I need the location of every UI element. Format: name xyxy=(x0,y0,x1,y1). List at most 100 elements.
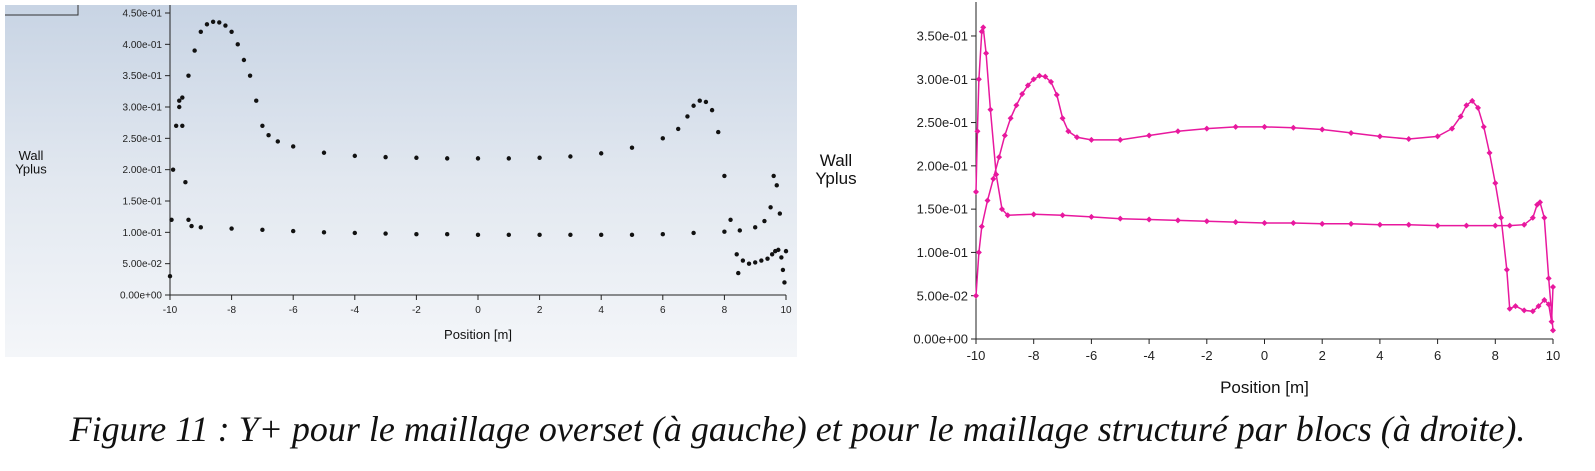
data-point xyxy=(1019,90,1026,97)
data-point xyxy=(186,217,191,222)
x-tick-label: -6 xyxy=(1086,348,1098,363)
data-point xyxy=(973,188,979,195)
data-point xyxy=(266,133,271,138)
y-tick-label: 4.00e-01 xyxy=(123,40,163,51)
y-tick-label: 4.50e-01 xyxy=(123,9,163,20)
x-tick-label: -6 xyxy=(289,305,298,316)
data-point xyxy=(1469,97,1476,104)
data-point xyxy=(983,50,990,57)
data-point xyxy=(170,167,176,172)
data-point xyxy=(599,151,604,156)
y-axis-label: Wall Yplus xyxy=(15,148,47,177)
data-point xyxy=(1290,219,1297,226)
data-point xyxy=(1550,284,1556,291)
data-point xyxy=(1036,72,1043,79)
data-point xyxy=(975,249,982,256)
y-tick-label: 3.50e-01 xyxy=(123,71,163,82)
data-point xyxy=(1319,220,1326,227)
data-point xyxy=(987,106,994,113)
data-point xyxy=(1486,149,1493,156)
data-point xyxy=(1535,303,1542,310)
data-point xyxy=(169,217,174,222)
x-tick-label: -4 xyxy=(350,305,359,316)
y-tick-label: 5.00e-02 xyxy=(123,259,163,270)
data-point xyxy=(1503,266,1510,273)
y-tick-label: 0.00e+00 xyxy=(913,332,968,347)
data-point xyxy=(275,139,280,144)
data-point xyxy=(383,154,388,160)
data-point xyxy=(260,227,265,233)
data-point xyxy=(783,248,789,254)
data-point xyxy=(993,171,1000,178)
y-axis-label: Wall Yplus xyxy=(815,151,856,188)
data-point xyxy=(180,95,185,100)
data-point xyxy=(978,28,985,35)
data-point xyxy=(1030,211,1037,218)
x-tick-label: -2 xyxy=(1201,348,1213,363)
data-point xyxy=(1042,73,1049,80)
data-point xyxy=(1261,123,1268,130)
data-point xyxy=(506,232,511,238)
data-point xyxy=(1261,219,1268,226)
legend-box-fragment xyxy=(5,5,79,16)
data-point xyxy=(740,258,746,263)
data-point xyxy=(229,226,234,231)
data-point xyxy=(1449,125,1456,132)
data-point xyxy=(217,20,222,25)
x-tick-label: -8 xyxy=(1028,348,1040,363)
data-point xyxy=(980,24,987,31)
data-point xyxy=(1048,78,1055,85)
data-point xyxy=(1405,136,1412,143)
data-point xyxy=(1550,327,1556,334)
data-point xyxy=(703,99,709,105)
data-point xyxy=(1053,91,1060,98)
data-point xyxy=(1405,221,1412,228)
data-point xyxy=(1232,219,1239,226)
data-point xyxy=(1030,76,1037,83)
data-point xyxy=(189,223,194,229)
data-point xyxy=(736,270,741,276)
data-point xyxy=(1203,125,1210,132)
x-tick-label: 4 xyxy=(598,305,604,316)
data-point xyxy=(691,230,696,236)
x-tick-label: -10 xyxy=(163,305,178,316)
y-tick-label: 3.00e-01 xyxy=(123,103,163,114)
data-point xyxy=(676,126,681,132)
x-tick-label: 0 xyxy=(1261,348,1268,363)
data-point xyxy=(782,280,787,285)
data-point xyxy=(291,228,296,234)
data-point xyxy=(475,232,481,238)
x-tick-label: 2 xyxy=(1319,348,1326,363)
x-tick-label: 2 xyxy=(537,305,543,316)
data-point xyxy=(780,267,786,273)
data-point xyxy=(716,129,721,135)
x-tick-label: 6 xyxy=(660,305,666,316)
data-point xyxy=(777,211,783,216)
x-tick-label: 10 xyxy=(780,305,792,316)
data-point xyxy=(746,261,752,266)
data-point xyxy=(1521,221,1528,228)
data-point xyxy=(475,156,481,161)
data-point xyxy=(1348,220,1355,227)
data-point xyxy=(978,223,985,230)
data-point xyxy=(414,232,419,237)
data-point xyxy=(210,19,216,24)
data-point xyxy=(1529,214,1536,221)
data-point xyxy=(321,150,327,155)
data-point xyxy=(173,123,179,128)
data-point xyxy=(771,173,776,179)
chart-structured: 0.00e+00 5.00e-02 1.00e-01 1.50e-01 2.00e-01… xyxy=(815,2,1560,397)
data-point xyxy=(759,258,764,263)
data-point xyxy=(691,103,696,108)
y-tick-label: 1.50e-01 xyxy=(123,197,163,208)
data-point xyxy=(198,29,203,34)
data-point xyxy=(1376,133,1383,140)
data-point xyxy=(445,156,450,161)
data-point xyxy=(291,144,296,149)
data-point xyxy=(1146,132,1153,139)
x-tick-label: 0 xyxy=(475,305,481,316)
y-tick-label: 2.00e-01 xyxy=(123,165,163,176)
x-tick-label: -8 xyxy=(227,305,236,316)
data-point xyxy=(177,98,182,103)
data-point xyxy=(1004,212,1011,219)
